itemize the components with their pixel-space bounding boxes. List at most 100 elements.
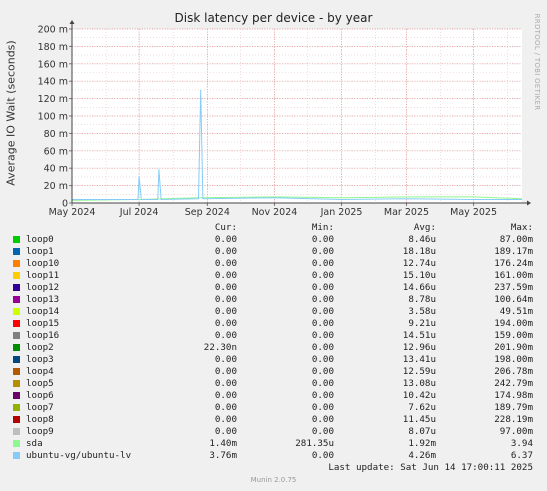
legend-series-name: ubuntu-vg/ubuntu-lv [26, 450, 132, 461]
x-tick-label: May 2024 [49, 207, 96, 218]
x-tick-label: May 2025 [450, 207, 497, 218]
legend-max-value: 242.79m [494, 378, 533, 389]
x-axis-arrow [527, 200, 531, 206]
legend-series-name: loop0 [26, 234, 54, 245]
legend-swatch [13, 368, 20, 375]
legend-max-value: 161.00m [494, 270, 533, 281]
legend-min-value: 0.00 [311, 426, 334, 437]
legend-series-name: loop10 [26, 258, 60, 269]
legend-min-value: 0.00 [311, 234, 334, 245]
y-tick-label: 0 [62, 199, 68, 210]
legend-row: loop14 0.00 0.00 3.58u 49.51m [0, 306, 547, 318]
y-tick-label: 100 m [38, 112, 68, 123]
legend-series-name: loop8 [26, 414, 54, 425]
legend-header: Cur: Min: Avg: Max: [0, 222, 547, 234]
legend-series-name: loop11 [26, 270, 60, 281]
legend-cur-value: 0.00 [214, 270, 237, 281]
legend-cur-value: 0.00 [214, 414, 237, 425]
y-tick-label: 60 m [44, 146, 68, 157]
legend-avg-value: 12.59u [402, 366, 436, 377]
legend-row: loop16 0.00 0.00 14.51u 159.00m [0, 330, 547, 342]
legend-min-value: 0.00 [311, 390, 334, 401]
legend-row: loop11 0.00 0.00 15.10u 161.00m [0, 270, 547, 282]
legend-row: loop6 0.00 0.00 10.42u 174.98m [0, 390, 547, 402]
legend-cur-value: 0.00 [214, 246, 237, 257]
legend-max-value: 201.90m [494, 342, 533, 353]
legend-series-name: loop2 [26, 342, 54, 353]
legend-row: loop1 0.00 0.00 18.18u 189.17m [0, 246, 547, 258]
legend-row: loop3 0.00 0.00 13.41u 198.00m [0, 354, 547, 366]
legend-swatch [13, 416, 20, 423]
legend-swatch [13, 284, 20, 291]
legend-row: loop0 0.00 0.00 8.46u 87.00m [0, 234, 547, 246]
x-tick-label: Mar 2025 [384, 207, 429, 218]
legend-row: loop13 0.00 0.00 8.78u 100.64m [0, 294, 547, 306]
legend-avg-value: 3.58u [408, 306, 436, 317]
legend-avg-value: 9.21u [408, 318, 436, 329]
legend-row: loop2 22.30n 0.00 12.96u 201.90m [0, 342, 547, 354]
legend-avg-value: 18.18u [402, 246, 436, 257]
x-tick-label: Jan 2025 [320, 207, 363, 218]
legend-avg-value: 13.08u [402, 378, 436, 389]
legend-header-avg: Avg: [413, 222, 436, 233]
legend-swatch [13, 440, 20, 447]
legend-row: loop7 0.00 0.00 7.62u 189.79m [0, 402, 547, 414]
legend-row: ubuntu-vg/ubuntu-lv 3.76m 0.00 4.26m 6.37 [0, 450, 547, 462]
legend-max-value: 189.17m [494, 246, 533, 257]
legend-min-value: 0.00 [311, 402, 334, 413]
legend-series-name: loop7 [26, 402, 54, 413]
x-tick-label: Nov 2024 [252, 207, 298, 218]
x-tick-label: Sep 2024 [185, 207, 230, 218]
legend-series-name: loop16 [26, 330, 60, 341]
legend-row: loop12 0.00 0.00 14.66u 237.59m [0, 282, 547, 294]
legend-max-value: 189.79m [494, 402, 533, 413]
legend-swatch [13, 296, 20, 303]
legend-avg-value: 7.62u [408, 402, 436, 413]
legend-series-name: loop1 [26, 246, 54, 257]
legend-series-name: loop3 [26, 354, 54, 365]
y-tick-label: 180 m [38, 42, 68, 53]
legend-row: loop5 0.00 0.00 13.08u 242.79m [0, 378, 547, 390]
y-tick-label: 120 m [38, 94, 68, 105]
legend-avg-value: 12.96u [402, 342, 436, 353]
legend-cur-value: 0.00 [214, 402, 237, 413]
legend-series-name: loop14 [26, 306, 60, 317]
legend-cur-value: 0.00 [214, 306, 237, 317]
legend-series-name: loop6 [26, 390, 54, 401]
legend-avg-value: 4.26m [408, 450, 436, 461]
legend-max-value: 97.00m [499, 426, 533, 437]
legend-series-name: sda [26, 438, 43, 449]
legend-avg-value: 14.66u [402, 282, 436, 293]
legend-cur-value: 0.00 [214, 234, 237, 245]
legend-min-value: 0.00 [311, 318, 334, 329]
legend-cur-value: 0.00 [214, 390, 237, 401]
legend-min-value: 281.35u [295, 438, 334, 449]
legend-header-max: Max: [510, 222, 533, 233]
legend-min-value: 0.00 [311, 342, 334, 353]
legend-header-min: Min: [311, 222, 334, 233]
legend-cur-value: 0.00 [214, 318, 237, 329]
legend-min-value: 0.00 [311, 354, 334, 365]
legend-series-name: loop5 [26, 378, 54, 389]
legend-row: loop9 0.00 0.00 8.07u 97.00m [0, 426, 547, 438]
legend-cur-value: 0.00 [214, 294, 237, 305]
legend-max-value: 3.94 [510, 438, 533, 449]
chart-title: Disk latency per device - by year [174, 11, 373, 25]
legend-avg-value: 13.41u [402, 354, 436, 365]
legend-max-value: 198.00m [494, 354, 533, 365]
legend-min-value: 0.00 [311, 270, 334, 281]
legend-max-value: 194.00m [494, 318, 533, 329]
legend-max-value: 206.78m [494, 366, 533, 377]
legend-avg-value: 10.42u [402, 390, 436, 401]
legend-swatch [13, 356, 20, 363]
legend-swatch [13, 392, 20, 399]
y-tick-label: 80 m [44, 129, 68, 140]
legend-swatch [13, 380, 20, 387]
legend-cur-value: 0.00 [214, 426, 237, 437]
chart-plot: 0 20 m 40 m 60 m 80 m 100 m 120 m 140 m 160 m 180… [38, 20, 531, 218]
legend-swatch [13, 260, 20, 267]
legend-min-value: 0.00 [311, 450, 334, 461]
legend-min-value: 0.00 [311, 414, 334, 425]
legend-cur-value: 1.40m [209, 438, 237, 449]
legend-max-value: 49.51m [499, 306, 533, 317]
